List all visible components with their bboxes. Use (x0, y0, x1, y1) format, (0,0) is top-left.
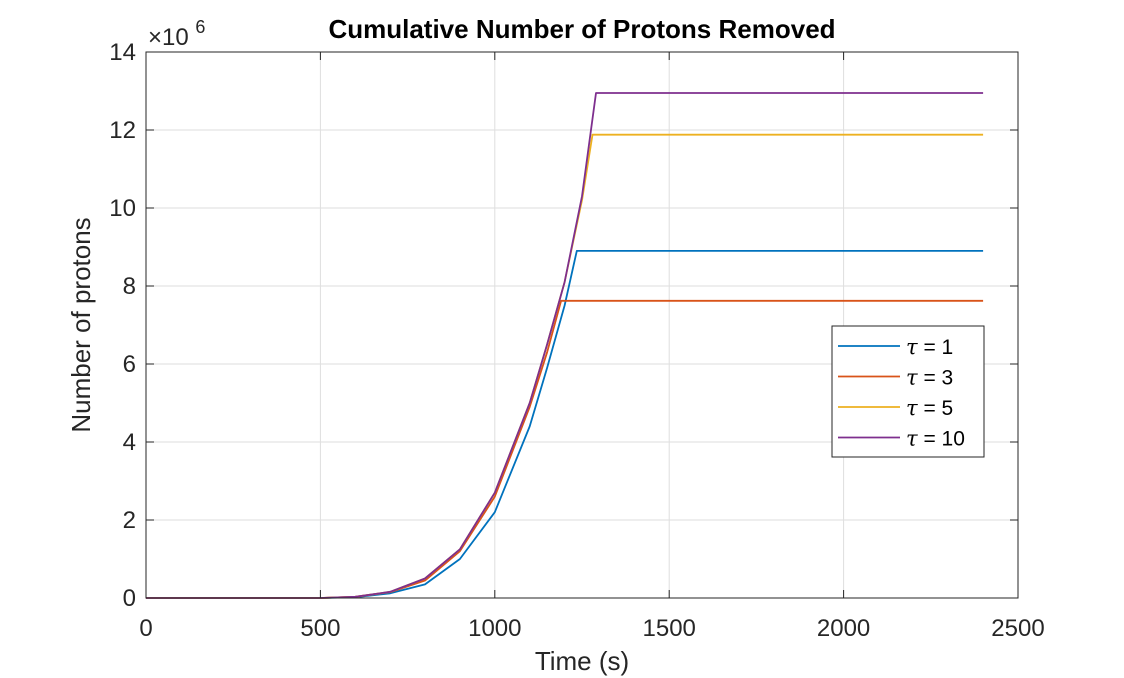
x-tick-label: 2500 (991, 615, 1044, 642)
plot-area (146, 52, 1018, 598)
legend: τ = 1τ = 3τ = 5τ = 10 (831, 325, 985, 458)
legend-tau-symbol: τ (906, 427, 918, 451)
y-axis-label: Number of protons (66, 217, 96, 432)
ticks (145, 51, 1019, 599)
y-tick-label: 10 (109, 195, 136, 222)
legend-tau-symbol: τ (906, 335, 918, 359)
y-tick-label: 0 (123, 585, 136, 612)
legend-box (831, 325, 985, 458)
y-tick-label: 6 (123, 351, 136, 378)
x-tick-label: 0 (139, 615, 152, 642)
x-tick-label: 1500 (643, 615, 696, 642)
legend-tau-symbol: τ (906, 396, 918, 420)
exponent-power: 6 (195, 17, 205, 37)
legend-value: = 5 (918, 397, 954, 420)
series-line-4 (146, 92, 984, 599)
tick-labels: 0 500 1000 1500 2000 2500 0 2 4 6 8 10 12 14 (109, 39, 1044, 642)
legend-items: τ = 1τ = 3τ = 5τ = 10 (838, 335, 965, 451)
legend-value: = 1 (918, 336, 954, 359)
x-axis-label: Time (s) (535, 646, 629, 676)
series-layer (146, 92, 984, 599)
chart-title: Cumulative Number of Protons Removed (328, 14, 835, 44)
x-tick-label: 500 (300, 615, 340, 642)
y-tick-label: 12 (109, 117, 136, 144)
y-tick-label: 8 (123, 273, 136, 300)
y-tick-label: 2 (123, 507, 136, 534)
y-axis-exponent: ×10 6 (148, 17, 205, 51)
legend-value: = 3 (918, 367, 954, 390)
legend-label-4: τ = 10 (906, 427, 965, 451)
legend-tau-symbol: τ (906, 366, 918, 390)
legend-label-3: τ = 5 (906, 396, 953, 420)
legend-value: = 10 (918, 428, 965, 451)
x-tick-label: 2000 (817, 615, 870, 642)
plot-frame (145, 51, 1019, 599)
legend-label-2: τ = 3 (906, 366, 953, 390)
y-tick-label: 4 (123, 429, 136, 456)
exponent-base: ×10 (148, 24, 189, 51)
y-tick-label: 14 (109, 39, 136, 66)
legend-label-1: τ = 1 (906, 335, 953, 359)
x-tick-label: 1000 (468, 615, 521, 642)
